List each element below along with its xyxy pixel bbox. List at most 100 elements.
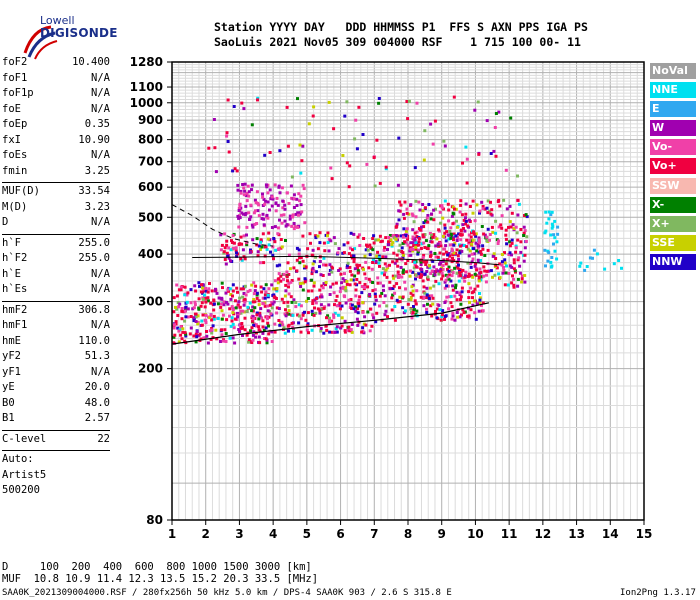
echo-point <box>451 256 454 260</box>
echo-point <box>509 116 513 120</box>
echo-point <box>494 219 498 223</box>
echo-point <box>234 299 237 303</box>
echo-point <box>262 197 266 201</box>
echo-point <box>266 200 270 204</box>
echo-point <box>430 294 434 298</box>
echo-point <box>352 260 356 264</box>
echo-point <box>284 308 287 312</box>
echo-point <box>478 240 481 244</box>
echo-point <box>474 241 478 245</box>
echo-point <box>241 287 245 291</box>
echo-point <box>335 325 339 329</box>
echo-point <box>415 309 419 313</box>
echo-point <box>276 232 280 236</box>
echo-point <box>480 200 484 204</box>
param-value: N/A <box>91 319 110 331</box>
echo-point <box>374 238 378 242</box>
echo-point <box>454 283 458 287</box>
echo-point <box>204 296 208 300</box>
echo-point <box>283 207 287 211</box>
echo-point <box>179 288 183 292</box>
echo-point <box>446 275 450 279</box>
echo-point <box>287 309 291 313</box>
echo-point <box>284 289 288 293</box>
echo-point <box>278 263 282 267</box>
echo-point <box>267 332 271 336</box>
echo-point <box>267 287 271 291</box>
echo-point <box>261 192 264 196</box>
echo-point <box>350 273 354 277</box>
echo-point <box>442 252 446 256</box>
echo-point <box>176 314 180 317</box>
echo-point <box>375 311 379 315</box>
echo-point <box>499 223 503 227</box>
echo-point <box>296 225 299 229</box>
echo-point <box>513 269 517 273</box>
echo-point <box>298 212 302 216</box>
echo-point <box>240 242 244 246</box>
echo-point <box>398 286 401 290</box>
echo-point <box>450 317 454 321</box>
echo-point <box>352 232 356 236</box>
echo-point <box>402 268 405 272</box>
echo-point <box>239 235 243 239</box>
echo-point <box>282 301 286 305</box>
echo-point <box>381 255 385 259</box>
echo-point <box>287 273 291 276</box>
param-separator <box>2 429 110 431</box>
echo-point <box>505 264 508 268</box>
echo-point <box>478 301 482 305</box>
echo-point <box>322 306 326 310</box>
echo-point <box>408 249 412 253</box>
echo-point <box>423 206 427 210</box>
echo-point <box>455 298 459 302</box>
echo-point <box>442 234 445 238</box>
echo-point <box>350 254 353 258</box>
echo-point <box>326 231 330 235</box>
x-tick-label: 13 <box>568 527 585 541</box>
echo-point <box>306 311 310 315</box>
echo-point <box>183 319 187 323</box>
echo-point <box>391 260 395 264</box>
echo-point <box>406 259 410 262</box>
echo-point <box>225 243 229 247</box>
echo-point <box>494 257 498 260</box>
echo-point <box>414 302 418 306</box>
echo-point <box>346 261 350 265</box>
echo-point <box>427 264 431 268</box>
echo-point <box>277 319 281 322</box>
echo-point <box>519 228 523 231</box>
echo-point <box>516 174 519 178</box>
echo-point <box>202 336 206 340</box>
echo-point <box>470 242 474 246</box>
param-row: hmF2 306.8 <box>2 304 110 320</box>
echo-point <box>459 199 463 203</box>
echo-point <box>270 306 274 310</box>
echo-point <box>318 265 321 269</box>
echo-point <box>364 323 368 327</box>
echo-point <box>414 199 418 203</box>
echo-point <box>284 314 288 318</box>
echo-point <box>436 269 440 273</box>
echo-point <box>318 260 322 263</box>
echo-point <box>347 185 351 189</box>
echo-point <box>277 277 281 281</box>
echo-point <box>281 323 285 327</box>
echo-point <box>270 204 274 208</box>
echo-point <box>297 213 300 217</box>
echo-point <box>504 228 508 232</box>
echo-point <box>232 326 236 330</box>
echo-point <box>201 313 205 317</box>
echo-point <box>301 183 305 187</box>
echo-point <box>172 335 176 339</box>
echo-point <box>278 218 281 222</box>
echo-point <box>281 206 285 210</box>
legend-item: Vo+ <box>650 158 696 175</box>
echo-point <box>418 228 422 232</box>
echo-point <box>333 311 337 315</box>
echo-point <box>440 271 444 275</box>
echo-point <box>362 267 365 271</box>
echo-point <box>411 247 415 251</box>
echo-point <box>274 201 278 205</box>
param-label: B0 <box>2 396 15 409</box>
